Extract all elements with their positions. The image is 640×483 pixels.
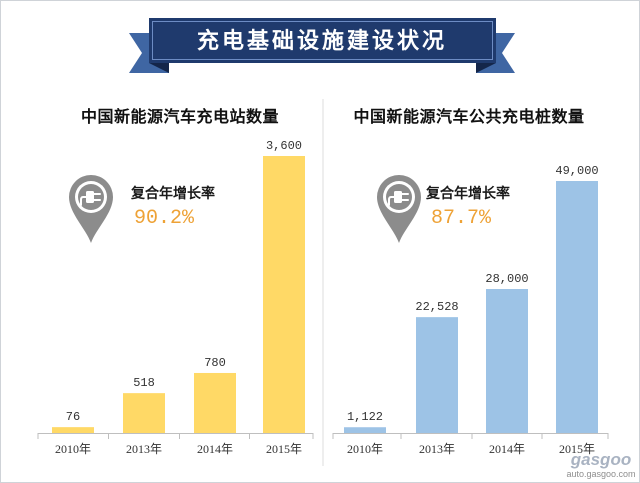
cagr-label: 复合年增长率 xyxy=(425,185,510,202)
station-data-label-0: 76 xyxy=(66,410,80,424)
pile-bar-2 xyxy=(486,289,528,433)
chart-marks: 76 2010年 518 2013年 780 2014年 3,600 2015年 xyxy=(37,139,314,456)
pile-bar-0 xyxy=(344,427,386,433)
banner-title: 充电基础设施建设状况 xyxy=(197,28,447,54)
station-data-label-1: 518 xyxy=(133,376,155,390)
banner-left-fold xyxy=(149,63,169,73)
cagr-label: 复合年增长率 xyxy=(130,185,215,202)
pile-category-label-2: 2014年 xyxy=(489,442,525,456)
banner-inner-border xyxy=(152,21,493,60)
station-bar-2 xyxy=(194,372,236,433)
station-bar-1 xyxy=(123,393,165,433)
banner-body xyxy=(149,18,496,63)
pile-data-label-0: 1,122 xyxy=(347,410,383,424)
pile-data-label-3: 49,000 xyxy=(555,164,598,178)
pile-category-label-3: 2015年 xyxy=(559,442,595,456)
watermark-logo: gasgoo xyxy=(570,450,631,469)
cagr-value: 90.2% xyxy=(134,207,195,230)
chart-title: 中国新能源汽车公共充电桩数量 xyxy=(353,107,584,126)
station-category-label-2: 2014年 xyxy=(197,442,233,456)
station-category-label-1: 2013年 xyxy=(126,442,162,456)
station-bar-3 xyxy=(263,156,305,433)
chart-title: 中国新能源汽车充电站数量 xyxy=(81,107,279,126)
pile-bar-3 xyxy=(556,181,598,433)
banner-right-fold xyxy=(476,63,496,73)
station-category-label-3: 2015年 xyxy=(266,442,302,456)
watermark: gasgoo auto.gasgoo.com xyxy=(566,450,635,479)
title-banner: 充电基础设施建设状况 xyxy=(129,18,515,73)
pile-data-label-1: 22,528 xyxy=(415,300,458,314)
station-data-label-2: 780 xyxy=(204,356,226,370)
station-data-label-3: 3,600 xyxy=(266,139,302,153)
charging-pin-icon xyxy=(377,175,421,243)
watermark-url: auto.gasgoo.com xyxy=(566,469,635,479)
station-category-label-0: 2010年 xyxy=(55,442,91,456)
chart-charging-stations: 中国新能源汽车充电站数量 复合年增长率 90.2% 76 2010年 518 2013… xyxy=(37,107,314,456)
chart-marks: 1,122 2010年 22,528 2013年 28,000 2014年 49,000 20… xyxy=(332,164,609,456)
pile-bar-1 xyxy=(416,317,458,433)
chart-public-charging-piles: 中国新能源汽车公共充电桩数量 复合年增长率 87.7% 1,122 2010年 22… xyxy=(332,107,609,456)
station-bar-0 xyxy=(52,427,94,433)
pile-data-label-2: 28,000 xyxy=(485,272,528,286)
cagr-value: 87.7% xyxy=(431,207,492,230)
pile-category-label-1: 2013年 xyxy=(419,442,455,456)
charging-pin-icon xyxy=(69,175,113,243)
pile-category-label-0: 2010年 xyxy=(347,442,383,456)
